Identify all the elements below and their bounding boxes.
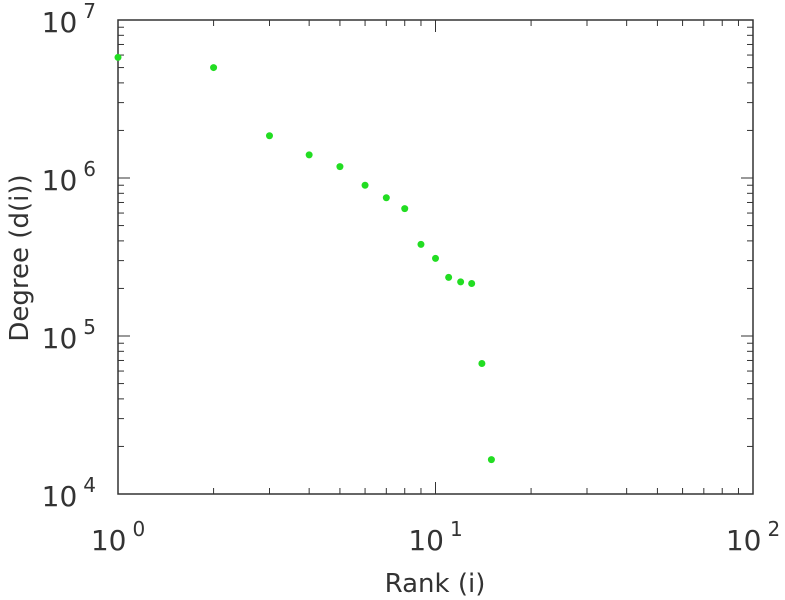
y-tick-label: 10 6 [42, 157, 96, 197]
y-tick-label: 10 7 [42, 0, 96, 39]
data-point [401, 205, 409, 213]
data-point [468, 279, 476, 287]
y-tick-label: 10 4 [42, 473, 96, 513]
x-tick-label: 10 1 [408, 517, 462, 557]
data-points [114, 53, 495, 464]
x-tick-base: 10 [726, 524, 762, 557]
x-tick-base: 10 [408, 524, 444, 557]
x-tick-label: 10 2 [726, 517, 780, 557]
x-tick-exp: 0 [132, 517, 145, 541]
y-tick-exp: 6 [83, 157, 96, 181]
data-point [361, 181, 369, 189]
data-point [432, 254, 439, 262]
data-point [478, 359, 486, 367]
data-point [305, 151, 313, 159]
y-tick-exp: 4 [83, 473, 96, 497]
y-tick-label: 10 5 [42, 315, 96, 355]
data-point [487, 456, 495, 464]
y-tick-exp: 5 [83, 315, 96, 339]
data-point [417, 240, 425, 248]
x-tick-exp: 2 [767, 517, 780, 541]
y-axis-label: Degree (d(i)) [5, 174, 35, 341]
x-tick-label: 10 0 [91, 517, 145, 557]
data-point [114, 53, 122, 61]
data-point [382, 194, 390, 202]
data-point [336, 163, 344, 171]
y-tick-base: 10 [42, 6, 78, 39]
y-tick-base: 10 [42, 322, 78, 355]
data-point [457, 278, 465, 286]
y-tick-base: 10 [42, 480, 78, 513]
data-point [210, 64, 218, 72]
data-point [445, 273, 453, 281]
data-point [265, 132, 273, 140]
x-tick-exp: 1 [450, 517, 463, 541]
x-tick-base: 10 [91, 524, 127, 557]
x-axis-label: Rank (i) [385, 569, 486, 599]
y-tick-base: 10 [42, 164, 78, 197]
y-tick-exp: 7 [83, 0, 96, 23]
tick-marks [118, 20, 753, 494]
x-tick-labels: 10 0 10 1 10 2 [91, 517, 780, 557]
